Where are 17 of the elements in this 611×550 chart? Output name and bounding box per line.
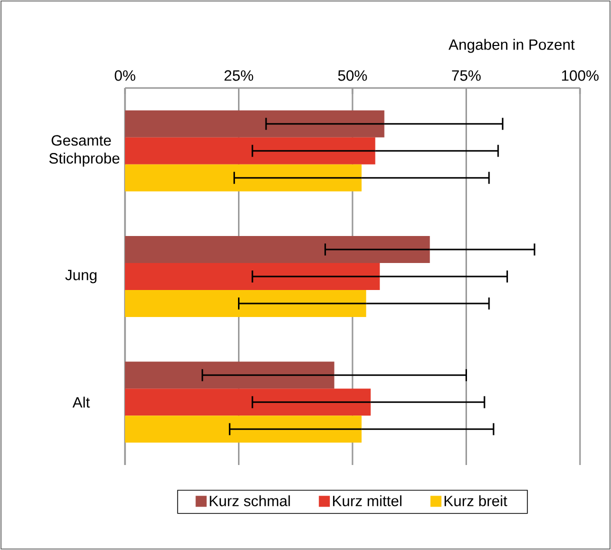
x-tick-label: 50% <box>338 70 367 81</box>
x-tick-label: 100% <box>562 70 599 81</box>
legend-label: Kurz schmal <box>210 495 290 506</box>
legend-label: Kurz breit <box>444 495 508 506</box>
bar <box>125 388 371 416</box>
legend-label: Kurz mittel <box>333 495 402 506</box>
bar <box>125 137 376 164</box>
y-tick-label: Alt <box>72 396 90 408</box>
bar <box>125 236 430 264</box>
bar <box>125 110 384 138</box>
x-tick-label: 75% <box>452 70 481 81</box>
bar <box>125 263 380 290</box>
x-tick-label: 0% <box>114 70 136 81</box>
x-axis-title: Angaben in Pozent <box>448 38 575 53</box>
y-tick-label: Gesamte Stichprobe <box>49 135 120 167</box>
x-tick-label: 25% <box>224 70 254 81</box>
y-tick-label: Jung <box>65 270 96 284</box>
